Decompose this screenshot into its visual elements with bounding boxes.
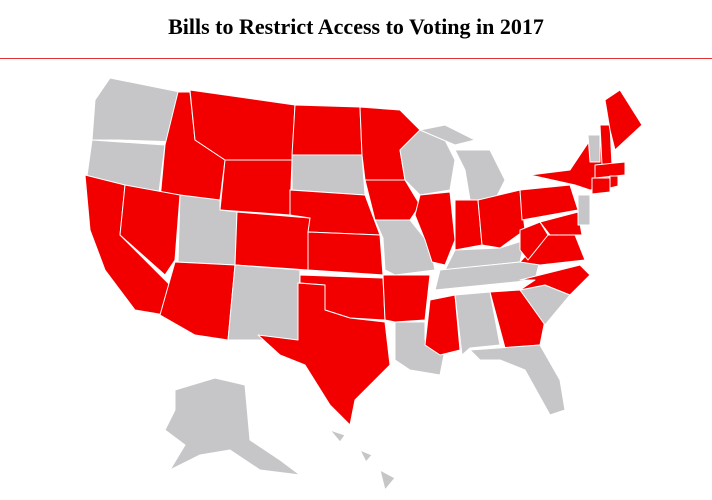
state-shape xyxy=(469,344,566,416)
state-shape xyxy=(454,149,506,201)
state-shape xyxy=(519,221,549,261)
state-shape xyxy=(359,449,373,463)
state-shape xyxy=(454,291,501,356)
state-shape xyxy=(454,199,483,251)
state-shape xyxy=(609,175,619,189)
state-shape xyxy=(382,274,431,323)
state-shape xyxy=(434,259,541,291)
state-shape xyxy=(291,104,363,156)
state-shape xyxy=(364,179,421,221)
state-shape xyxy=(587,134,601,163)
state-shape xyxy=(91,77,181,143)
state-shape xyxy=(539,211,583,236)
state-shape xyxy=(159,261,236,341)
state-shape xyxy=(519,264,591,296)
state-shape xyxy=(594,161,626,179)
state-shape xyxy=(374,219,436,276)
state-shape xyxy=(307,231,384,276)
state-shape xyxy=(577,194,591,226)
state-shape xyxy=(379,469,396,491)
state-shape xyxy=(291,154,366,196)
state-shape xyxy=(119,184,181,276)
title: Bills to Restrict Access to Voting in 20… xyxy=(168,14,544,39)
state-shape xyxy=(424,294,461,356)
state-shape xyxy=(219,159,293,216)
state-shape xyxy=(477,189,526,249)
state-shape xyxy=(164,377,301,476)
state-shape xyxy=(394,321,446,376)
state-shape xyxy=(329,429,346,443)
state-shape xyxy=(227,264,301,341)
state-shape xyxy=(414,191,456,266)
state-shape xyxy=(257,282,391,426)
state-shape xyxy=(234,211,311,271)
state-shape xyxy=(419,124,476,146)
state-shape xyxy=(604,89,643,151)
state-shape xyxy=(591,177,611,195)
title-rule xyxy=(0,58,712,59)
